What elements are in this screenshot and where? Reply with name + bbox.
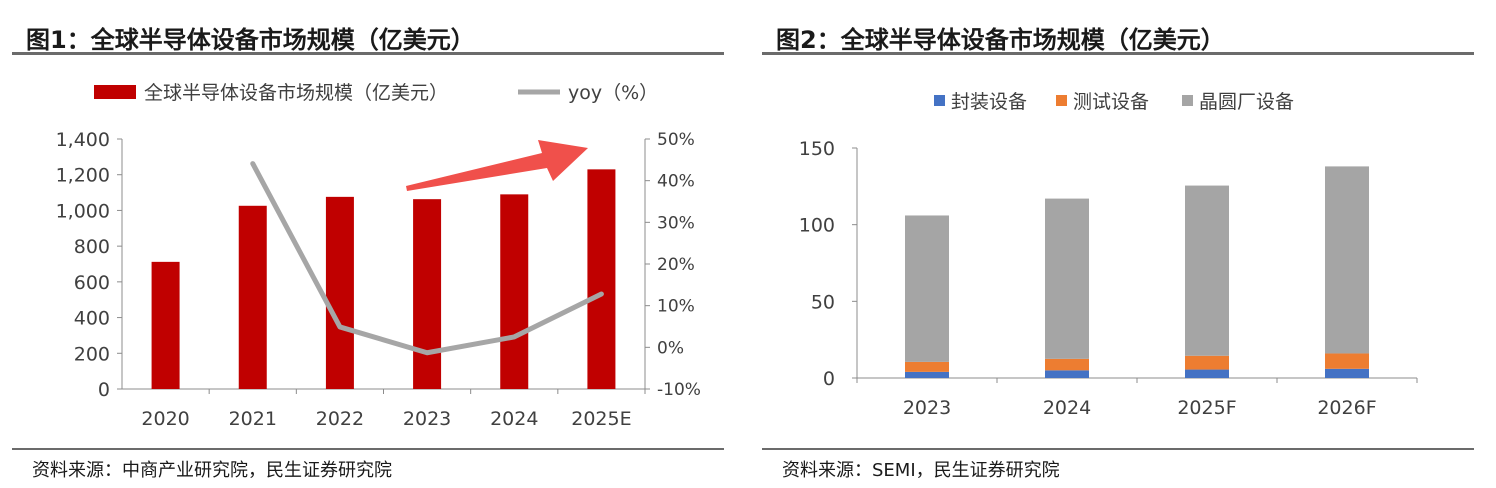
- bar-2024-segment-2: [1045, 198, 1089, 359]
- bar-2023-segment-1: [905, 361, 949, 372]
- legend-label-0: 封装设备: [951, 91, 1027, 113]
- x-tick-label: 2023: [903, 397, 951, 419]
- point-yoy-2023: [426, 352, 428, 354]
- legend-label-market-size: 全球半导体设备市场规模（亿美元）: [144, 82, 448, 104]
- y-tick-label-left: 1,200: [56, 165, 110, 187]
- y-tick-label-left: 800: [74, 236, 110, 258]
- x-tick-label: 2024: [490, 408, 538, 430]
- bar-market-size-2025E: [587, 169, 616, 389]
- bar-2024-segment-1: [1045, 358, 1089, 371]
- y-tick-label-right: 50%: [657, 130, 695, 150]
- chart-1-source: 资料来源：中商产业研究院，民生证券研究院: [32, 460, 392, 481]
- bar-2025F-segment-1: [1185, 355, 1229, 370]
- legend-swatch-2: [1182, 95, 1193, 106]
- point-yoy-2021: [252, 163, 254, 165]
- legend-swatch-1: [1056, 95, 1067, 106]
- legend-swatch-0: [934, 95, 945, 106]
- x-tick-label: 2023: [403, 408, 451, 430]
- y-tick-label-left: 1,000: [56, 200, 110, 222]
- bar-2026F-segment-0: [1325, 368, 1369, 378]
- x-tick-label: 2026F: [1317, 397, 1376, 419]
- y-tick-label-right: 20%: [657, 255, 695, 275]
- y-tick-label-right: -10%: [657, 380, 701, 400]
- chart-2-bottom-rule: [762, 448, 1474, 450]
- chart-1-plot: 全球半导体设备市场规模（亿美元） yoy（%） 0 200 400 600 800 1,000…: [56, 82, 701, 430]
- legend-swatch-market-size: [94, 85, 136, 99]
- y-tick-label-left: 600: [74, 272, 110, 294]
- y-tick-label-right: 30%: [657, 213, 695, 233]
- y-tick-label: 100: [799, 215, 835, 237]
- bar-market-size-2021: [238, 205, 267, 389]
- x-tick-label: 2022: [316, 408, 364, 430]
- y-tick-label-left: 0: [98, 379, 110, 401]
- chart-1-bottom-rule: [12, 448, 724, 450]
- x-tick-label: 2024: [1043, 397, 1091, 419]
- bar-2023-segment-2: [905, 215, 949, 362]
- bar-market-size-2022: [325, 196, 354, 389]
- chart-2-top-rule: [762, 52, 1474, 55]
- chart-panel-1: 图1：全球半导体设备市场规模（亿美元） 全球半导体设备市场规模（亿美元） yoy（…: [12, 0, 724, 488]
- point-yoy-2025E: [600, 293, 602, 295]
- y-tick-label-left: 1,400: [56, 129, 110, 151]
- chart-1-top-rule: [12, 52, 724, 55]
- legend-label-1: 测试设备: [1073, 91, 1149, 113]
- y-tick-label: 50: [811, 291, 835, 313]
- trend-arrow: [406, 140, 588, 191]
- bar-2024-segment-0: [1045, 370, 1089, 378]
- bar-2023-segment-0: [905, 371, 949, 378]
- legend-label-2: 晶圆厂设备: [1199, 91, 1294, 113]
- y-tick-label-right: 10%: [657, 297, 695, 317]
- y-tick-label-right: 0%: [657, 338, 684, 358]
- bar-market-size-2024: [500, 194, 529, 389]
- point-yoy-2024: [513, 336, 515, 338]
- legend-label-yoy: yoy（%）: [568, 82, 658, 104]
- bar-2026F-segment-2: [1325, 166, 1369, 354]
- chart-panel-2: 图2：全球半导体设备市场规模（亿美元） 封装设备 测试设备 晶圆厂设备 0 50 100 1…: [762, 0, 1474, 488]
- y-tick-label-right: 40%: [657, 172, 695, 192]
- x-tick-label: 2025E: [571, 408, 631, 430]
- chart-2-plot: 封装设备 测试设备 晶圆厂设备 0 50 100 150 2023 2024 2025F 2026F: [799, 91, 1418, 419]
- bar-market-size-2023: [413, 199, 442, 389]
- x-tick-label: 2025F: [1177, 397, 1236, 419]
- bar-2025F-segment-0: [1185, 369, 1229, 378]
- y-tick-label-left: 200: [74, 343, 110, 365]
- chart-2-source: 资料来源：SEMI，民生证券研究院: [782, 460, 1060, 481]
- point-yoy-2022: [339, 326, 341, 328]
- chart-2-title: 图2：全球半导体设备市场规模（亿美元）: [776, 26, 1225, 54]
- y-tick-label-left: 400: [74, 308, 110, 330]
- x-tick-label: 2020: [141, 408, 189, 430]
- y-tick-label: 150: [799, 138, 835, 160]
- bar-market-size-2020: [151, 261, 180, 389]
- x-tick-label: 2021: [229, 408, 277, 430]
- y-tick-label: 0: [823, 368, 835, 390]
- bar-2026F-segment-1: [1325, 353, 1369, 369]
- chart-1-title: 图1：全球半导体设备市场规模（亿美元）: [26, 26, 475, 54]
- bar-2025F-segment-2: [1185, 185, 1229, 356]
